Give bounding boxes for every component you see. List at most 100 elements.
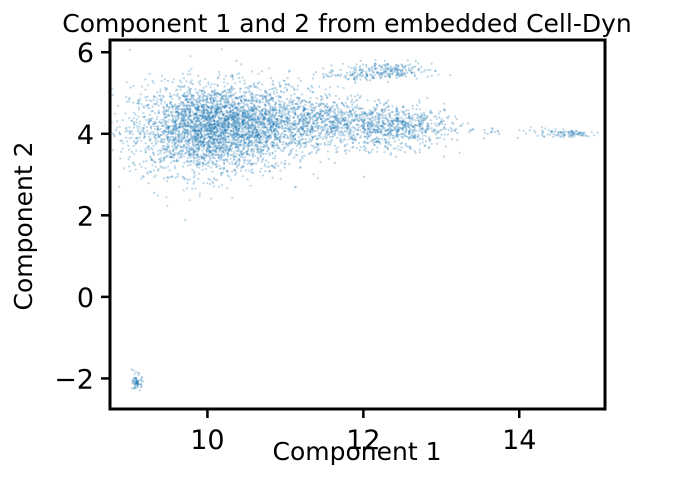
data-point [226,145,229,149]
data-point [311,137,315,140]
data-point [181,149,185,152]
data-point [376,150,379,153]
data-point [276,123,279,126]
data-point [212,130,215,133]
data-point [147,123,151,126]
data-point [234,114,237,117]
data-point [174,116,177,119]
data-point [227,122,231,125]
data-point [266,139,269,143]
data-point [359,135,363,138]
data-point [192,162,196,165]
data-point [171,153,175,156]
data-point [220,105,224,108]
data-point [233,168,236,171]
data-point [243,133,246,136]
data-point [315,97,318,100]
data-point [236,149,240,152]
data-point [188,137,191,140]
data-point [263,95,266,98]
data-point [172,105,175,108]
data-point [153,125,156,128]
data-point [244,124,248,127]
data-point [316,121,319,125]
data-point [352,138,355,141]
data-point [134,168,137,171]
data-point [258,138,261,141]
data-point [251,163,254,166]
data-point [152,144,155,147]
data-point [203,138,206,141]
data-point [211,96,214,99]
data-point [137,99,140,102]
data-point [424,140,427,143]
data-point [319,161,322,164]
data-point [249,130,252,133]
data-point [316,177,319,180]
data-point [256,107,259,110]
data-point [413,149,416,152]
data-point [187,69,191,73]
data-point [205,148,208,151]
data-point [145,160,148,163]
data-point [257,147,260,150]
data-point [271,121,274,124]
data-point [168,105,171,108]
data-point [187,164,190,167]
data-point [177,85,180,88]
data-point [323,112,326,115]
data-point [242,164,245,167]
data-point [299,146,302,150]
data-point [182,137,185,140]
data-point [119,133,122,136]
data-point [200,129,203,132]
data-point [341,127,344,130]
data-point [275,88,278,91]
data-point [296,127,299,131]
data-point [193,159,196,162]
data-point [215,138,218,141]
data-point [322,117,326,120]
data-point [273,122,276,126]
data-point [117,104,120,107]
data-point [121,147,124,150]
data-point [258,99,261,102]
data-point [161,124,164,128]
data-point [348,149,351,152]
data-point [154,133,157,136]
data-point [218,112,221,116]
data-point [156,100,159,103]
data-point [447,129,450,132]
data-point [207,161,210,165]
data-point [205,95,208,99]
data-point [241,136,244,139]
data-point [253,147,256,150]
data-point [138,163,141,166]
data-point [318,85,321,88]
data-point [223,136,226,139]
data-point [236,166,239,169]
data-point [458,151,461,154]
data-point [211,115,214,118]
data-point [320,109,323,112]
data-point [329,122,332,125]
data-point [266,109,269,112]
data-point [259,170,262,173]
data-point [360,113,363,116]
data-point [212,163,215,166]
data-point [203,130,206,133]
data-point [190,87,193,91]
data-point [354,138,357,141]
data-point [128,137,131,140]
data-point [239,99,243,103]
data-point [183,93,186,96]
data-point [216,99,219,102]
data-point [141,175,144,178]
data-point [211,180,214,183]
data-point [194,107,197,110]
data-point [456,139,459,142]
data-point [333,132,336,135]
data-point [264,152,268,155]
data-point [142,160,145,163]
data-point [188,150,191,153]
